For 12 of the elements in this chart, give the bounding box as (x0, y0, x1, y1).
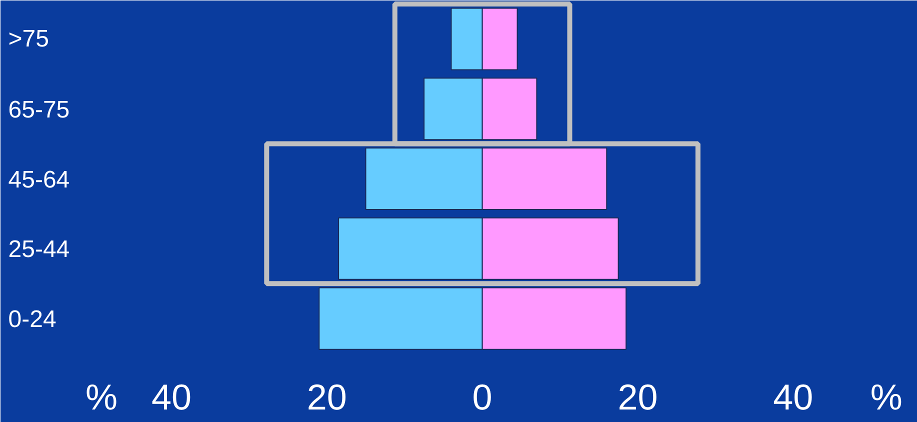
y-tick-label: 25-44 (8, 236, 70, 264)
y-tick-label: >75 (8, 25, 49, 52)
x-tick-label: 0 (472, 376, 492, 418)
y-tick-label: 0-24 (8, 306, 56, 334)
x-tick-label: % (86, 376, 118, 418)
y-tick-label: 45-64 (8, 166, 70, 194)
x-tick-label: 40 (773, 376, 814, 418)
x-tick-label: 20 (618, 376, 658, 418)
x-tick-label: % (870, 376, 902, 418)
y-tick-label: 65-75 (8, 96, 70, 124)
x-tick-label: 40 (151, 376, 192, 418)
x-tick-label: 20 (306, 376, 347, 418)
